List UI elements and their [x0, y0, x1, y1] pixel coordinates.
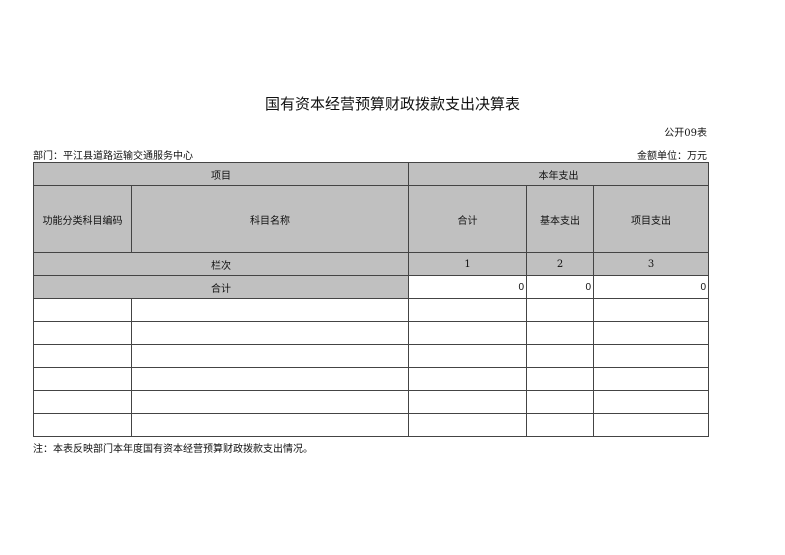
department-label: 部门：平江县道路运输交通服务中心 [33, 151, 193, 162]
sheet-number: 公开09表 [664, 128, 707, 139]
cell [526, 321, 594, 345]
footnote: 注：本表反映部门本年度国有资本经营预算财政拨款支出情况。 [33, 444, 313, 455]
cell [131, 367, 409, 391]
table-row [33, 367, 709, 391]
table-row [33, 390, 709, 414]
cell [33, 367, 132, 391]
cell [33, 344, 132, 368]
cell [408, 413, 527, 437]
cell [33, 390, 132, 414]
cell [593, 367, 709, 391]
cell [408, 390, 527, 414]
cell [408, 298, 527, 322]
cell [593, 390, 709, 414]
col-total: 合计 [408, 185, 527, 253]
table-row [33, 321, 709, 345]
cell [593, 344, 709, 368]
header-item: 项目 [33, 162, 409, 186]
cell [408, 367, 527, 391]
cell [526, 298, 594, 322]
cell [33, 413, 132, 437]
cell [526, 367, 594, 391]
basic-total-value: 0 [526, 275, 594, 299]
cell [526, 344, 594, 368]
total-label: 合计 [33, 275, 409, 299]
col-basic: 基本支出 [526, 185, 594, 253]
cell [33, 298, 132, 322]
index-2: 2 [526, 252, 594, 276]
total-value: 0 [408, 275, 527, 299]
cell [131, 298, 409, 322]
index-3: 3 [593, 252, 709, 276]
cell [593, 321, 709, 345]
cell [408, 344, 527, 368]
page-title: 国有资本经营预算财政拨款支出决算表 [264, 95, 520, 113]
cell [33, 321, 132, 345]
cell [526, 390, 594, 414]
row-index-label: 栏次 [33, 252, 409, 276]
index-1: 1 [408, 252, 527, 276]
table-row [33, 413, 709, 437]
cell [408, 321, 527, 345]
col-code: 功能分类科目编码 [33, 185, 132, 253]
project-total-value: 0 [593, 275, 709, 299]
col-project: 项目支出 [593, 185, 709, 253]
col-name: 科目名称 [131, 185, 409, 253]
cell [593, 298, 709, 322]
expense-table: 项目 本年支出 功能分类科目编码 科目名称 合计 基本支出 项目支出 栏次 1 … [33, 162, 709, 437]
unit-label: 金额单位：万元 [637, 151, 707, 162]
cell [131, 344, 409, 368]
table-row [33, 344, 709, 368]
table-row [33, 298, 709, 322]
header-expense: 本年支出 [408, 162, 709, 186]
cell [526, 413, 594, 437]
cell [593, 413, 709, 437]
cell [131, 321, 409, 345]
cell [131, 390, 409, 414]
cell [131, 413, 409, 437]
